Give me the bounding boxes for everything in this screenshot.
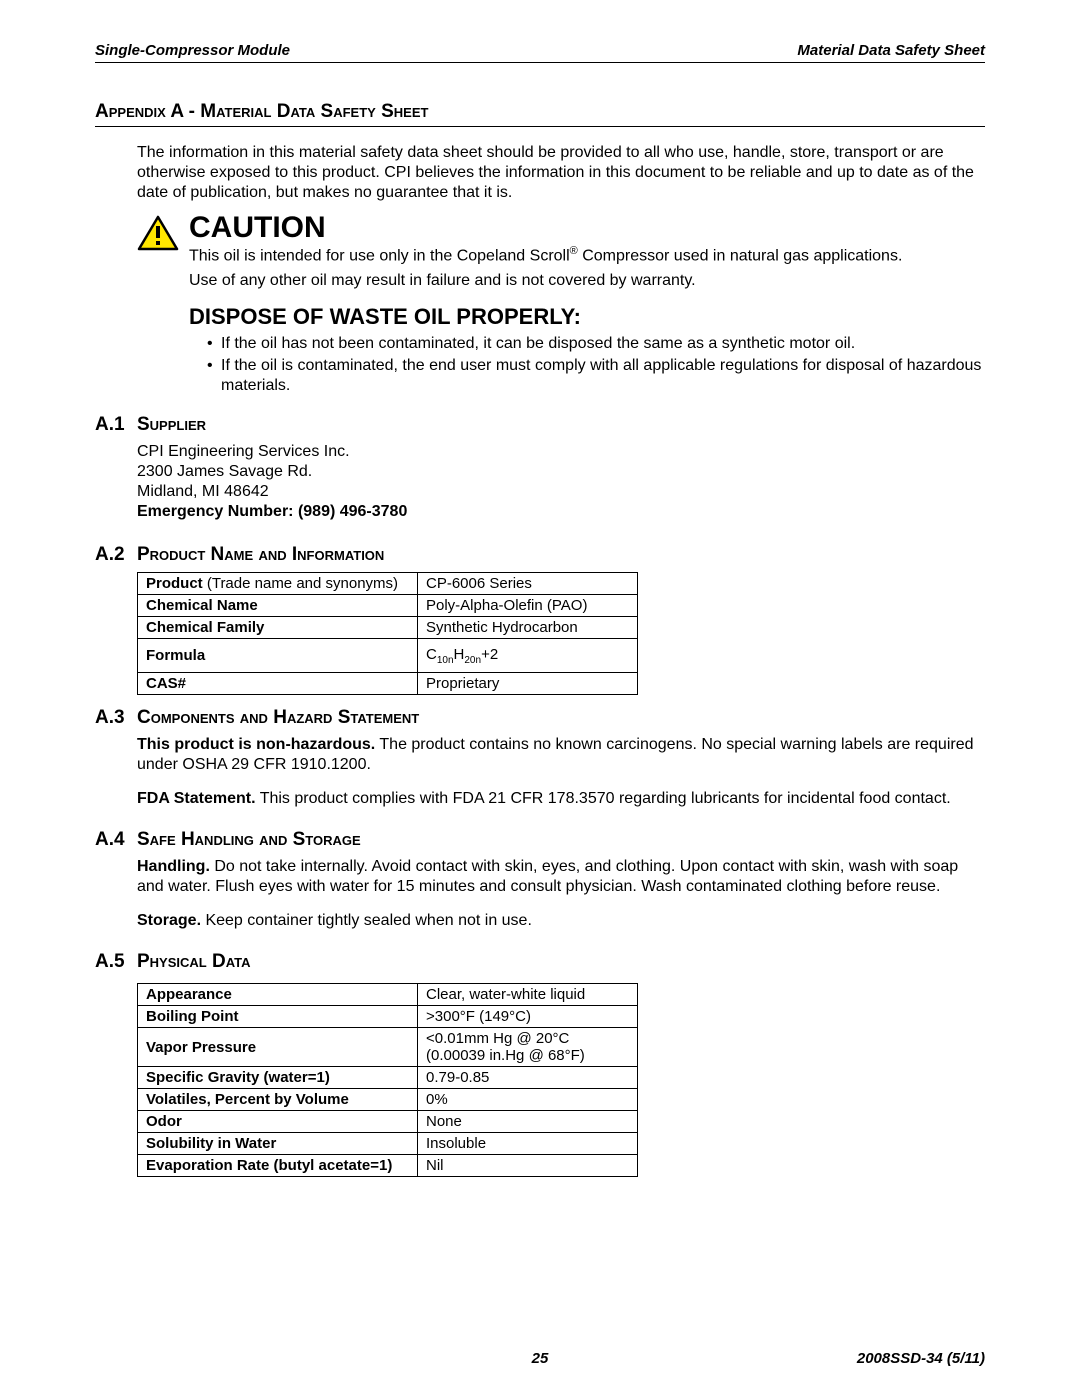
caution-line1a: This oil is intended for use only in the…	[189, 247, 570, 264]
a3-p2-rest: This product complies with FDA 21 CFR 17…	[256, 790, 951, 807]
table-row: OdorNone	[138, 1111, 638, 1133]
intro-text: The information in this material safety …	[137, 143, 985, 203]
warning-triangle-icon	[137, 215, 179, 251]
supplier-city: Midland, MI 48642	[137, 482, 985, 502]
cell-value: None	[418, 1111, 638, 1133]
section-num: A.2	[95, 544, 137, 566]
caution-word: CAUTION	[189, 213, 985, 243]
caution-body-1: This oil is intended for use only in the…	[189, 245, 985, 266]
cell-value: <0.01mm Hg @ 20°C (0.00039 in.Hg @ 68°F)	[418, 1028, 638, 1067]
dispose-item: If the oil is contaminated, the end user…	[207, 356, 985, 396]
cell-value: >300°F (149°C)	[418, 1006, 638, 1028]
cell-label: Odor	[138, 1111, 418, 1133]
registered-mark: ®	[570, 245, 578, 257]
table-row: Solubility in WaterInsoluble	[138, 1133, 638, 1155]
section-title: Components and Hazard Statement	[137, 707, 419, 729]
caution-block: CAUTION This oil is intended for use onl…	[137, 213, 985, 290]
section-num: A.4	[95, 829, 137, 851]
cell-value: 0%	[418, 1089, 638, 1111]
section-title: Supplier	[137, 414, 206, 436]
product-info-table: Product (Trade name and synonyms) CP-600…	[137, 572, 638, 695]
cell-value: Proprietary	[418, 673, 638, 695]
a4-p2-bold: Storage.	[137, 912, 201, 929]
supplier-emergency: Emergency Number: (989) 496-3780	[137, 502, 985, 522]
a4-p1-bold: Handling.	[137, 858, 210, 875]
table-row: Product (Trade name and synonyms) CP-600…	[138, 573, 638, 595]
page-footer: 25 2008SSD-34 (5/11)	[95, 1350, 985, 1367]
a3-p2-bold: FDA Statement.	[137, 790, 256, 807]
cell-label: Volatiles, Percent by Volume	[138, 1089, 418, 1111]
table-row: Formula C10nH20n+2	[138, 639, 638, 673]
section-num: A.5	[95, 951, 137, 973]
cell-label: Chemical Name	[138, 595, 418, 617]
cell-label: Boiling Point	[138, 1006, 418, 1028]
cell-value: 0.79-0.85	[418, 1067, 638, 1089]
cell-label: Vapor Pressure	[138, 1028, 418, 1067]
supplier-block: CPI Engineering Services Inc. 2300 James…	[137, 442, 985, 522]
cell-value: Poly-Alpha-Olefin (PAO)	[418, 595, 638, 617]
cell-label: Evaporation Rate (butyl acetate=1)	[138, 1155, 418, 1177]
section-a1-header: A.1 Supplier	[95, 414, 985, 436]
table-row: CAS# Proprietary	[138, 673, 638, 695]
header-left: Single-Compressor Module	[95, 42, 290, 59]
header-right: Material Data Safety Sheet	[797, 42, 985, 59]
caution-body-2: Use of any other oil may result in failu…	[189, 272, 985, 290]
footer-page-number: 25	[95, 1350, 985, 1367]
section-a4-header: A.4 Safe Handling and Storage	[95, 829, 985, 851]
dispose-block: DISPOSE OF WASTE OIL PROPERLY: If the oi…	[189, 304, 985, 396]
section-num: A.1	[95, 414, 137, 436]
section-title: Physical Data	[137, 951, 251, 973]
cell-value: Synthetic Hydrocarbon	[418, 617, 638, 639]
a4-p2-rest: Keep container tightly sealed when not i…	[201, 912, 532, 929]
section-a3-body: This product is non-hazardous. The produ…	[137, 735, 985, 809]
cell-label: Chemical Family	[138, 617, 418, 639]
cell-value-formula: C10nH20n+2	[418, 639, 638, 673]
section-title: Product Name and Information	[137, 544, 384, 566]
a3-p1-bold: This product is non-hazardous.	[137, 736, 375, 753]
page-header: Single-Compressor Module Material Data S…	[95, 42, 985, 63]
caution-line1b: Compressor used in natural gas applicati…	[578, 247, 903, 264]
a4-p1-rest: Do not take internally. Avoid contact wi…	[137, 858, 958, 895]
section-title: Safe Handling and Storage	[137, 829, 361, 851]
section-num: A.3	[95, 707, 137, 729]
section-a2-header: A.2 Product Name and Information	[95, 544, 985, 566]
section-a3-header: A.3 Components and Hazard Statement	[95, 707, 985, 729]
cell-label: Solubility in Water	[138, 1133, 418, 1155]
table-row: Evaporation Rate (butyl acetate=1)Nil	[138, 1155, 638, 1177]
table-row: Volatiles, Percent by Volume0%	[138, 1089, 638, 1111]
table-row: Vapor Pressure<0.01mm Hg @ 20°C (0.00039…	[138, 1028, 638, 1067]
section-a4-body: Handling. Do not take internally. Avoid …	[137, 857, 985, 931]
cell-label: Formula	[138, 639, 418, 673]
dispose-item: If the oil has not been contaminated, it…	[207, 334, 985, 354]
dispose-list: If the oil has not been contaminated, it…	[189, 334, 985, 396]
cell-label: CAS#	[138, 673, 418, 695]
physical-data-table: AppearanceClear, water-white liquid Boil…	[137, 983, 638, 1177]
table-row: Boiling Point>300°F (149°C)	[138, 1006, 638, 1028]
table-row: Chemical Name Poly-Alpha-Olefin (PAO)	[138, 595, 638, 617]
supplier-company: CPI Engineering Services Inc.	[137, 442, 985, 462]
cell-value: Clear, water-white liquid	[418, 984, 638, 1006]
cell-value: Insoluble	[418, 1133, 638, 1155]
table-row: Chemical Family Synthetic Hydrocarbon	[138, 617, 638, 639]
cell-value: Nil	[418, 1155, 638, 1177]
supplier-street: 2300 James Savage Rd.	[137, 462, 985, 482]
table-row: AppearanceClear, water-white liquid	[138, 984, 638, 1006]
cell-value: CP-6006 Series	[418, 573, 638, 595]
table-row: Specific Gravity (water=1)0.79-0.85	[138, 1067, 638, 1089]
section-a5-header: A.5 Physical Data	[95, 951, 985, 973]
cell-label: Specific Gravity (water=1)	[138, 1067, 418, 1089]
appendix-title: Appendix A - Material Data Safety Sheet	[95, 101, 985, 127]
cell-label: Product (Trade name and synonyms)	[138, 573, 418, 595]
dispose-title: DISPOSE OF WASTE OIL PROPERLY:	[189, 304, 985, 330]
cell-label: Appearance	[138, 984, 418, 1006]
